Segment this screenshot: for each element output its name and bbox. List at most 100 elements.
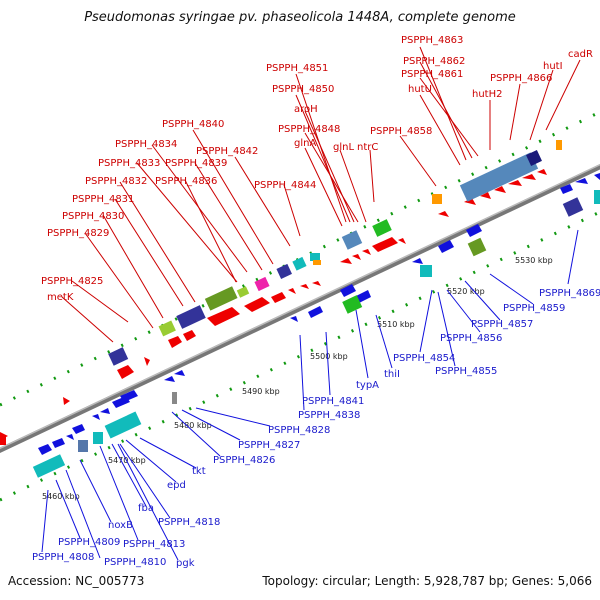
gene-block[interactable] bbox=[0, 435, 6, 445]
gene-label[interactable]: PSPPH_4844 bbox=[254, 180, 316, 191]
gene-forward[interactable] bbox=[117, 365, 134, 379]
gene-reverse[interactable] bbox=[38, 444, 52, 455]
gene-block[interactable] bbox=[594, 190, 600, 204]
gene-label[interactable]: PSPPH_4850 bbox=[272, 84, 334, 95]
gene-label[interactable]: PSPPH_4869 bbox=[539, 288, 600, 299]
gene-label[interactable]: PSPPH_4838 bbox=[298, 410, 360, 421]
gene-label[interactable]: PSPPH_4863 bbox=[401, 35, 463, 46]
gene-block[interactable] bbox=[78, 440, 88, 452]
gene-label[interactable]: hutH2 bbox=[472, 89, 502, 100]
gene-label[interactable]: ntrC bbox=[357, 142, 378, 153]
gene-label[interactable]: PSPPH_4827 bbox=[238, 440, 300, 451]
gene-label[interactable]: PSPPH_4861 bbox=[401, 69, 463, 80]
gene-label[interactable]: PSPPH_4828 bbox=[268, 425, 330, 436]
gene-forward[interactable] bbox=[183, 330, 196, 341]
gene-label[interactable]: PSPPH_4858 bbox=[370, 126, 432, 137]
gene-forward[interactable] bbox=[168, 336, 182, 348]
gene-block[interactable] bbox=[310, 253, 320, 261]
gene-reverse[interactable] bbox=[356, 290, 371, 303]
gene-label[interactable]: PSPPH_4818 bbox=[158, 517, 220, 528]
gene-label[interactable]: glnA bbox=[294, 138, 316, 149]
gene-label[interactable]: PSPPH_4810 bbox=[104, 557, 166, 568]
gene-forward[interactable] bbox=[438, 211, 449, 217]
gene-label[interactable]: PSPPH_4851 bbox=[266, 63, 328, 74]
gene-reverse[interactable] bbox=[575, 178, 588, 184]
gene-forward[interactable] bbox=[494, 186, 506, 193]
gene-block[interactable] bbox=[32, 454, 66, 478]
gene-block[interactable] bbox=[459, 152, 539, 202]
gene-label[interactable]: PSPPH_4840 bbox=[162, 119, 224, 130]
gene-label[interactable]: PSPPH_4842 bbox=[196, 146, 258, 157]
gene-forward[interactable] bbox=[480, 192, 491, 199]
gene-label[interactable]: PSPPH_4839 bbox=[165, 158, 227, 169]
gene-label[interactable]: PSPPH_4856 bbox=[440, 333, 502, 344]
gene-label[interactable]: hutI bbox=[543, 61, 563, 72]
gene-block[interactable] bbox=[432, 194, 442, 204]
gene-label[interactable]: fba bbox=[138, 503, 154, 514]
gene-reverse[interactable] bbox=[174, 370, 185, 376]
gene-block[interactable] bbox=[372, 219, 392, 237]
gene-reverse[interactable] bbox=[466, 224, 482, 237]
gene-label[interactable]: PSPPH_4834 bbox=[115, 139, 177, 150]
gene-reverse[interactable] bbox=[100, 408, 110, 414]
gene-label[interactable]: noxB bbox=[108, 520, 133, 531]
gene-reverse[interactable] bbox=[438, 240, 454, 253]
gene-label[interactable]: PSPPH_4808 bbox=[32, 552, 94, 563]
gene-reverse[interactable] bbox=[290, 316, 298, 322]
gene-label[interactable]: PSPPH_4825 bbox=[41, 276, 103, 287]
gene-forward[interactable] bbox=[352, 254, 361, 260]
gene-label[interactable]: PSPPH_4836 bbox=[155, 176, 217, 187]
gene-block[interactable] bbox=[341, 230, 363, 250]
gene-forward[interactable] bbox=[288, 288, 296, 294]
gene-label[interactable]: thiI bbox=[384, 369, 400, 380]
gene-label[interactable]: PSPPH_4832 bbox=[85, 176, 147, 187]
gene-reverse[interactable] bbox=[164, 376, 175, 382]
gene-forward[interactable] bbox=[508, 180, 522, 186]
gene-block[interactable] bbox=[108, 347, 129, 366]
gene-reverse[interactable] bbox=[594, 173, 600, 180]
gene-block[interactable] bbox=[526, 150, 542, 166]
gene-forward[interactable] bbox=[398, 238, 406, 244]
gene-block[interactable] bbox=[556, 140, 562, 150]
gene-label[interactable]: typA bbox=[356, 380, 379, 391]
gene-forward[interactable] bbox=[464, 198, 476, 205]
gene-label[interactable]: PSPPH_4809 bbox=[58, 537, 120, 548]
gene-reverse[interactable] bbox=[120, 390, 138, 402]
gene-forward[interactable] bbox=[271, 292, 286, 303]
gene-block[interactable] bbox=[342, 295, 363, 314]
gene-block[interactable] bbox=[276, 263, 292, 279]
gene-label[interactable]: PSPPH_4854 bbox=[393, 353, 455, 364]
gene-reverse[interactable] bbox=[92, 414, 100, 420]
gene-label[interactable]: PSPPH_4831 bbox=[72, 194, 134, 205]
gene-forward[interactable] bbox=[144, 357, 150, 366]
gene-reverse[interactable] bbox=[66, 434, 74, 440]
gene-block[interactable] bbox=[176, 305, 206, 329]
gene-label[interactable]: PSPPH_4859 bbox=[503, 303, 565, 314]
gene-label[interactable]: PSPPH_4841 bbox=[302, 396, 364, 407]
gene-label[interactable]: pgk bbox=[176, 558, 195, 569]
gene-reverse[interactable] bbox=[340, 284, 356, 297]
gene-label[interactable]: aroH bbox=[294, 104, 318, 115]
gene-label[interactable]: PSPPH_4857 bbox=[471, 319, 533, 330]
gene-block[interactable] bbox=[172, 392, 177, 404]
gene-block[interactable] bbox=[204, 286, 238, 311]
gene-label[interactable]: glnL bbox=[333, 142, 354, 153]
gene-reverse[interactable] bbox=[72, 424, 85, 434]
gene-label[interactable]: PSPPH_4813 bbox=[123, 539, 185, 550]
gene-reverse[interactable] bbox=[560, 184, 573, 194]
gene-reverse[interactable] bbox=[412, 258, 423, 264]
gene-forward[interactable] bbox=[300, 284, 309, 289]
gene-label[interactable]: epd bbox=[167, 480, 186, 491]
gene-label[interactable]: PSPPH_4829 bbox=[47, 228, 109, 239]
gene-block[interactable] bbox=[562, 197, 584, 217]
gene-forward[interactable] bbox=[537, 169, 547, 175]
gene-forward[interactable] bbox=[207, 307, 240, 326]
gene-label[interactable]: PSPPH_4826 bbox=[213, 455, 275, 466]
gene-label[interactable]: PSPPH_4855 bbox=[435, 366, 497, 377]
gene-block[interactable] bbox=[158, 320, 176, 337]
gene-reverse[interactable] bbox=[308, 306, 323, 318]
gene-block[interactable] bbox=[292, 256, 307, 271]
gene-label[interactable]: PSPPH_4830 bbox=[62, 211, 124, 222]
gene-label[interactable]: metK bbox=[47, 292, 74, 303]
gene-block[interactable] bbox=[236, 286, 250, 298]
